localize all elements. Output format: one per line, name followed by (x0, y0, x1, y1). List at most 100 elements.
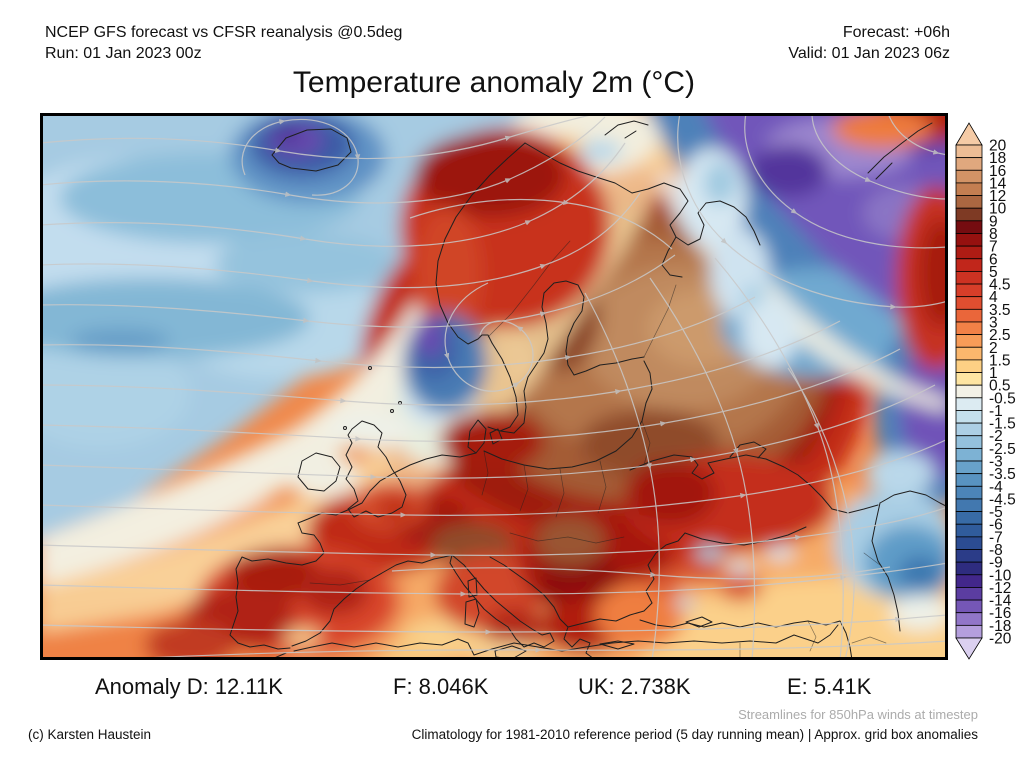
colorbar-tick-label: 6 (989, 251, 998, 268)
colorbar-tick-label: -2 (989, 428, 1003, 445)
colorbar-segment (955, 447, 983, 462)
colorbar-tick-label: 8 (989, 226, 998, 243)
colorbar-segment (955, 384, 983, 399)
colorbar-legend: 201816141210987654.543.532.521.510.5-0.5… (955, 122, 1016, 660)
colorbar-segment (955, 587, 983, 601)
colorbar-tick-label: 16 (989, 163, 1006, 180)
colorbar-tick-label: -12 (989, 580, 1011, 597)
regional-anomaly-stats: Anomaly D: 12.11K F: 8.046K UK: 2.738K E… (0, 674, 1024, 704)
colorbar-tick-label: 3 (989, 314, 998, 331)
colorbar-tick-label: 0.5 (989, 378, 1011, 395)
forecast-lead-info: Forecast: +06h (842, 24, 950, 41)
colorbar-tick-label: 12 (989, 188, 1006, 205)
colorbar-segment (955, 460, 983, 475)
streamlines (40, 113, 948, 660)
colorbar-tick-label: 5 (989, 264, 998, 281)
colorbar-segment (955, 574, 983, 588)
anomaly-field (40, 113, 948, 660)
streamlines-note: Streamlines for 850hPa winds at timestep (738, 707, 978, 722)
colorbar-tick-label: 2.5 (989, 327, 1011, 344)
colorbar-segment (955, 397, 983, 411)
colorbar-tick-label: -3.5 (989, 466, 1016, 483)
colorbar-segment (955, 283, 983, 298)
colorbar-tick-label: -4.5 (989, 491, 1016, 508)
model-info: NCEP GFS forecast vs CFSR reanalysis @0.… (45, 24, 403, 41)
colorbar-segment (955, 523, 983, 538)
colorbar-segment (955, 220, 983, 234)
colorbar-segment (955, 624, 983, 639)
colorbar-segment (955, 549, 983, 563)
colorbar-segment (955, 144, 983, 159)
colorbar-tick-label: -4 (989, 479, 1003, 496)
colorbar-tick-label: -18 (989, 618, 1011, 635)
page-title: Temperature anomaly 2m (°C) (292, 66, 696, 99)
colorbar-segment (955, 271, 983, 285)
colorbar-segment (955, 498, 983, 512)
colorbar-segment (955, 207, 983, 222)
colorbar-tick-label: -1.5 (989, 416, 1016, 433)
colorbar-segment (955, 612, 983, 626)
colorbar-segment (955, 233, 983, 247)
colorbar-tick-label: 1.5 (989, 352, 1011, 369)
stat-anomaly-uk: UK: 2.738K (578, 674, 691, 699)
colorbar-segment (955, 473, 983, 487)
colorbar-tick-label: 2 (989, 340, 998, 357)
colorbar-segment (955, 296, 983, 310)
colorbar-tick-label: -7 (989, 529, 1003, 546)
colorbar-tick-label: -9 (989, 555, 1003, 572)
colorbar-segment (955, 561, 983, 576)
colorbar-tick-label: 4 (989, 289, 998, 306)
colorbar-tick-label: 10 (989, 201, 1007, 218)
colorbar-segment (955, 182, 983, 196)
colorbar-segment (955, 195, 983, 209)
colorbar-tick-label: 7 (989, 239, 998, 256)
header-right: Forecast: +06h Valid: 01 Jan 2023 06z (788, 22, 950, 64)
colorbar-tick-label: 9 (989, 213, 998, 230)
colorbar-tick-label: 1 (989, 365, 998, 382)
colorbar-segment (955, 334, 983, 348)
colorbar-segment (955, 359, 983, 373)
colorbar-segment (955, 245, 983, 260)
colorbar-tick-label: 4.5 (989, 277, 1011, 294)
colorbar-segment (955, 422, 983, 437)
colorbar-segment (955, 321, 983, 336)
colorbar-segment (955, 346, 983, 361)
colorbar-segment (955, 599, 983, 614)
colorbar-tick-label: -5 (989, 504, 1003, 521)
colorbar-tick-label: -2.5 (989, 441, 1016, 458)
stat-anomaly-england: E: 5.41K (787, 674, 872, 699)
colorbar-tick-label: -0.5 (989, 390, 1016, 407)
colorbar-tick-label: 14 (989, 175, 1007, 192)
colorbar-segment (955, 372, 983, 386)
colorbar-segment (955, 435, 983, 449)
stat-anomaly-domain: Anomaly D: 12.11K (95, 674, 283, 699)
map-frame (40, 113, 948, 660)
colorbar-tick-label: -16 (989, 605, 1011, 622)
colorbar-tick-label: -14 (989, 593, 1012, 610)
colorbar-tick-label: -8 (989, 542, 1003, 559)
colorbar-tick-label: -3 (989, 454, 1003, 471)
valid-time-info: Valid: 01 Jan 2023 06z (788, 45, 950, 62)
copyright-note: (c) Karsten Haustein (28, 727, 152, 742)
colorbar-segment (955, 511, 983, 525)
colorbar-tick-label: 3.5 (989, 302, 1011, 319)
colorbar-segment (955, 308, 983, 323)
colorbar-segment (955, 536, 983, 550)
anomaly-map (40, 113, 948, 660)
colorbar-above-max-arrow (955, 122, 983, 146)
colorbar-tick-label: -20 (989, 631, 1012, 648)
colorbar-segment (955, 169, 983, 184)
colorbar-tick-label: -1 (989, 403, 1003, 420)
stat-anomaly-france: F: 8.046K (393, 674, 489, 699)
colorbar-tick-label: 20 (989, 138, 1007, 155)
run-info: Run: 01 Jan 2023 00z (45, 45, 202, 62)
colorbar-tick-label: 18 (989, 150, 1006, 167)
colorbar-tick-label: -10 (989, 567, 1012, 584)
colorbar-tick-label: -6 (989, 517, 1003, 534)
colorbar-segment (955, 157, 983, 171)
colorbar-below-min-arrow (955, 637, 983, 660)
climatology-note: Climatology for 1981-2010 reference peri… (411, 727, 978, 742)
colorbar-segment (955, 410, 983, 424)
colorbar-segment (955, 258, 983, 272)
